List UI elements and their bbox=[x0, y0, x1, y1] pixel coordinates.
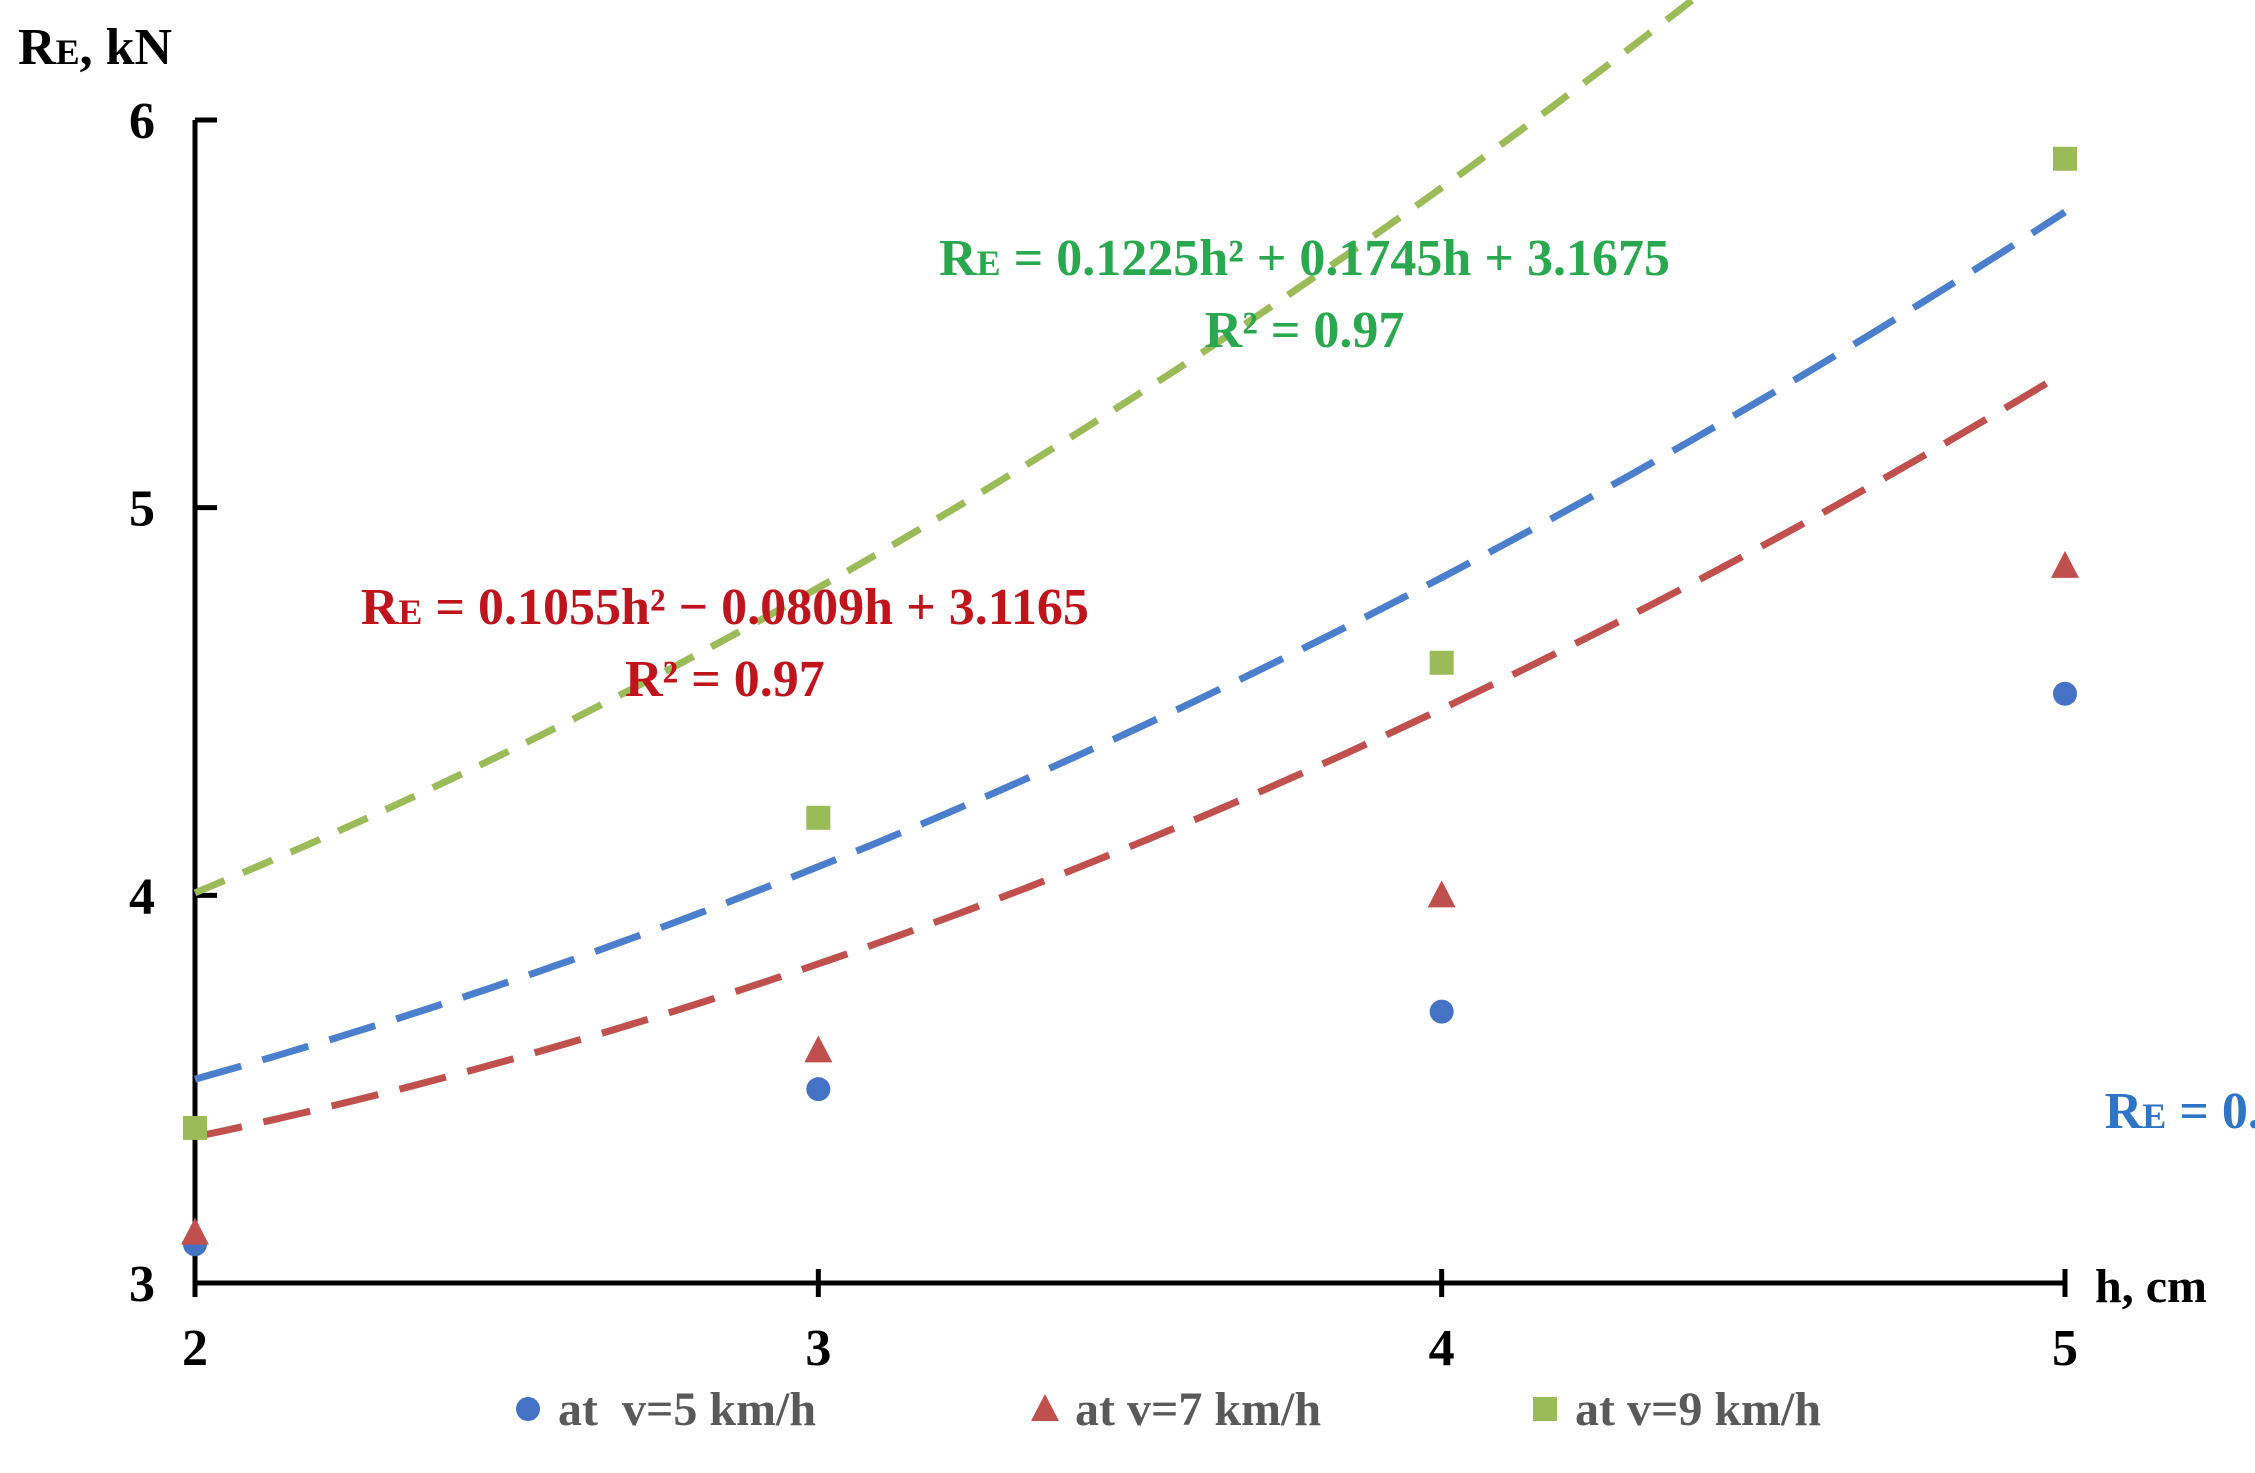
legend-marker-3 bbox=[1533, 1397, 1557, 1421]
trendline-1 bbox=[194, 209, 2067, 1083]
x-tick-label: 2 bbox=[182, 1320, 208, 1377]
y-tick-label: 3 bbox=[129, 1256, 155, 1313]
trendline-2 bbox=[194, 369, 2067, 1141]
y-axis-title-main: R bbox=[18, 19, 57, 76]
y-axis-title-sub: E bbox=[56, 32, 80, 72]
data-point-series-1 bbox=[1429, 999, 1454, 1024]
trendline-3 bbox=[193, 0, 1698, 897]
y-axis-title-sep: , bbox=[80, 19, 106, 76]
data-point-series-2 bbox=[1427, 880, 1456, 908]
data-point-series-3 bbox=[183, 1115, 207, 1140]
equation-subscript: E bbox=[2142, 1096, 2166, 1136]
y-tick-label: 6 bbox=[129, 93, 155, 150]
equation-lhs: R bbox=[2105, 1083, 2144, 1140]
data-point-series-3 bbox=[806, 805, 831, 830]
equation-rhs: = 0.1055h² − 0.0809h + 3.1165 bbox=[422, 579, 1088, 636]
trendline-r2-3: R² = 0.97 bbox=[1205, 302, 1405, 359]
legend-label-2: at v=7 km/h bbox=[1075, 1383, 1321, 1436]
data-points bbox=[181, 146, 2079, 1257]
data-point-series-2 bbox=[804, 1035, 833, 1063]
x-tick-label: 3 bbox=[805, 1320, 831, 1377]
x-tick-label: 4 bbox=[1429, 1320, 1455, 1377]
equation-subscript: E bbox=[398, 592, 422, 632]
y-axis-title: RE, kN bbox=[18, 19, 172, 76]
y-tick-label: 4 bbox=[129, 868, 155, 925]
equation-lhs: R bbox=[361, 579, 400, 636]
equation-subscript: E bbox=[977, 243, 1001, 283]
trendline-equation-2: RE = 0.1055h² − 0.0809h + 3.1165 bbox=[361, 579, 1089, 636]
legend-marker-2 bbox=[1031, 1394, 1059, 1421]
legend-item-3: at v=9 km/h bbox=[1533, 1383, 1821, 1436]
data-point-series-2 bbox=[181, 1217, 209, 1245]
x-tick-label: 5 bbox=[2052, 1320, 2078, 1377]
x-axis-title: h, cm bbox=[2095, 1260, 2207, 1313]
legend-label-1: at v=5 km/h bbox=[558, 1383, 816, 1436]
legend-item-1: at v=5 km/h bbox=[516, 1383, 816, 1436]
trendline-r2-2: R² = 0.97 bbox=[625, 651, 825, 708]
legend: at v=5 km/h at v=7 km/h at v=9 km/h bbox=[516, 1383, 1821, 1436]
data-point-series-3 bbox=[1429, 650, 1454, 675]
data-point-series-2 bbox=[2051, 550, 2079, 578]
legend-marker-1 bbox=[516, 1397, 540, 1421]
trendline-equations: RE = 0.0987h² + 0.0548h + 3.0213R² = 0.9… bbox=[361, 230, 2255, 1140]
legend-item-2: at v=7 km/h bbox=[1031, 1383, 1321, 1436]
data-point-series-1 bbox=[2053, 681, 2077, 706]
trendlines bbox=[193, 0, 2067, 1141]
legend-label-3: at v=9 km/h bbox=[1575, 1383, 1821, 1436]
y-tick-label: 5 bbox=[129, 481, 155, 538]
y-axis-title-unit: kN bbox=[106, 19, 172, 76]
trendline-equation-1: RE = 0.0987h² + 0.0548h + 3.0213 bbox=[2105, 1083, 2255, 1140]
trendline-equation-3: RE = 0.1225h² + 0.1745h + 3.1675 bbox=[939, 230, 1670, 287]
equation-lhs: R bbox=[939, 230, 978, 287]
equation-rhs: = 0.0987h² + 0.0548h + 3.0213 bbox=[2166, 1083, 2255, 1140]
data-point-series-3 bbox=[2053, 146, 2077, 171]
equation-rhs: = 0.1225h² + 0.1745h + 3.1675 bbox=[1001, 230, 1670, 287]
data-point-series-1 bbox=[806, 1077, 831, 1102]
